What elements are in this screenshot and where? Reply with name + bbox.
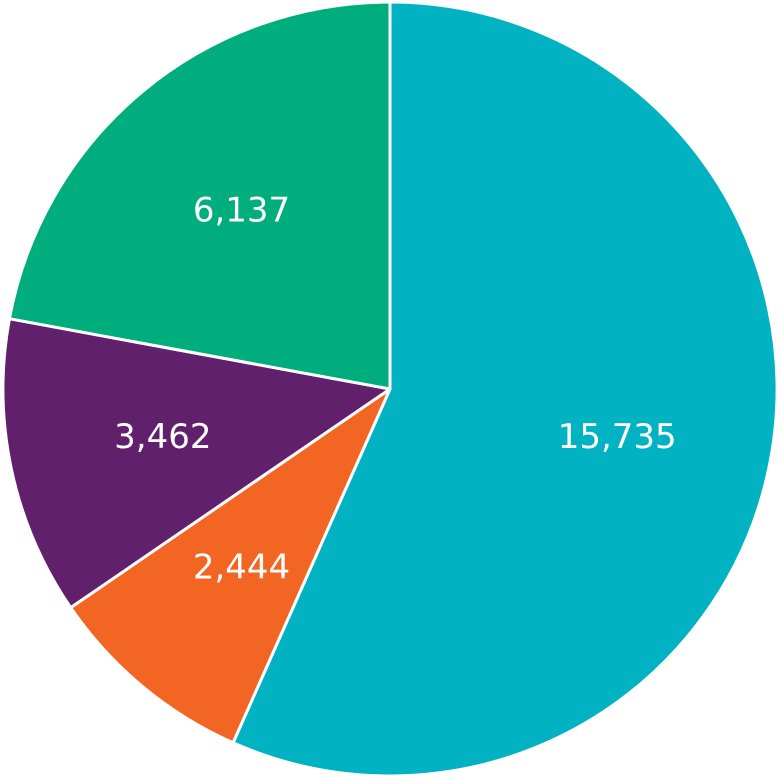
pie-labels: 15,735 2,444 3,462 6,137 — [114, 191, 677, 588]
slice-value-label-3: 6,137 — [193, 191, 290, 231]
pie-slice-1 — [69, 387, 392, 745]
slice-value-label-2: 3,462 — [114, 417, 211, 457]
pie-slice-0 — [231, 0, 779, 778]
pie-slice-3 — [7, 0, 392, 391]
slice-value-label-1: 2,444 — [193, 548, 290, 588]
slice-value-label-0: 15,735 — [558, 417, 677, 457]
pie-slice-2 — [1, 317, 392, 610]
